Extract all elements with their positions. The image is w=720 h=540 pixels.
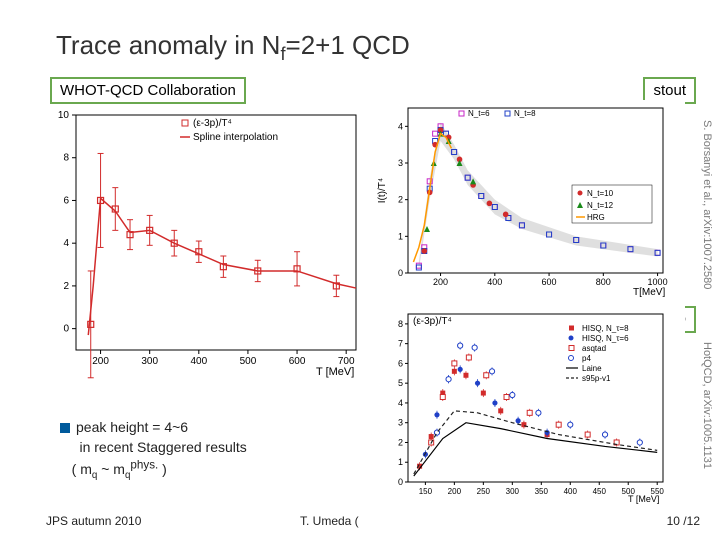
svg-text:8: 8 — [398, 319, 403, 329]
svg-text:Spline interpolation: Spline interpolation — [193, 132, 278, 143]
svg-text:Laine: Laine — [582, 364, 602, 373]
peak-line3: ( mq ~ mqphys. ) — [72, 461, 167, 477]
svg-text:200: 200 — [433, 277, 448, 287]
svg-text:2: 2 — [398, 437, 403, 447]
svg-text:5: 5 — [398, 378, 403, 388]
svg-text:N_t=8: N_t=8 — [514, 109, 536, 118]
svg-text:6: 6 — [63, 195, 69, 206]
svg-text:450: 450 — [593, 487, 607, 496]
svg-text:HISQ, N_τ=6: HISQ, N_τ=6 — [582, 334, 629, 343]
svg-text:4: 4 — [63, 238, 69, 249]
svg-text:1000: 1000 — [648, 277, 668, 287]
svg-text:1: 1 — [398, 231, 403, 241]
svg-text:3: 3 — [398, 158, 403, 168]
svg-text:N_t=10: N_t=10 — [587, 189, 614, 198]
svg-text:I(t)/T⁴: I(t)/T⁴ — [377, 178, 388, 203]
svg-text:350: 350 — [535, 487, 549, 496]
svg-text:4: 4 — [398, 121, 403, 131]
svg-text:2: 2 — [63, 281, 69, 292]
footer-left: JPS autumn 2010 — [46, 514, 141, 528]
svg-text:300: 300 — [141, 356, 158, 367]
svg-text:500: 500 — [240, 356, 257, 367]
svg-text:T[MeV]: T[MeV] — [633, 287, 665, 298]
page-title: Trace anomaly in Nf=2+1 QCD — [56, 30, 410, 65]
svg-text:600: 600 — [289, 356, 306, 367]
svg-text:s95p-v1: s95p-v1 — [582, 374, 611, 383]
svg-text:2: 2 — [398, 195, 403, 205]
svg-text:N_t=6: N_t=6 — [468, 109, 490, 118]
svg-text:300: 300 — [506, 487, 520, 496]
svg-text:HISQ, N_τ=8: HISQ, N_τ=8 — [582, 324, 629, 333]
svg-text:8: 8 — [63, 153, 69, 164]
svg-text:asqtad: asqtad — [582, 344, 606, 353]
svg-text:0: 0 — [398, 268, 403, 278]
svg-text:T [MeV]: T [MeV] — [316, 366, 354, 378]
svg-text:10: 10 — [58, 110, 70, 121]
svg-text:200: 200 — [448, 487, 462, 496]
svg-text:7: 7 — [398, 339, 403, 349]
svg-text:6: 6 — [398, 358, 403, 368]
citation-top: S. Borsanyi et al., arXiv:1007.2580 — [700, 120, 714, 289]
svg-text:1: 1 — [398, 457, 403, 467]
svg-text:T [MeV]: T [MeV] — [628, 494, 659, 504]
chart-left: 0246810200300400500600700T [MeV](ε-3p)/T… — [38, 105, 371, 385]
svg-text:0: 0 — [398, 477, 403, 487]
svg-text:400: 400 — [190, 356, 207, 367]
svg-text:800: 800 — [596, 277, 611, 287]
svg-text:200: 200 — [92, 356, 109, 367]
svg-text:600: 600 — [542, 277, 557, 287]
svg-text:3: 3 — [398, 418, 403, 428]
svg-text:400: 400 — [487, 277, 502, 287]
peak-line2: in recent Staggered results — [79, 439, 246, 455]
peak-note: peak height = 4~6 in recent Staggered re… — [60, 417, 247, 483]
svg-text:(ε-3p)/T⁴: (ε-3p)/T⁴ — [193, 118, 232, 129]
svg-text:4: 4 — [398, 398, 403, 408]
citation-bottom: HotQCD, arXiv:1005.1131 — [700, 342, 714, 469]
footer-center: T. Umeda ( — [300, 514, 359, 528]
chart-top-right: 0 1 2 3 4 200 400 600 800 1000T[MeV] I(t)/T⁴ N_t=6 N… — [373, 100, 685, 300]
svg-text:HRG: HRG — [587, 213, 605, 222]
chart-bottom-right: 012345678150200250300350400450500550T [M… — [373, 306, 685, 506]
svg-text:400: 400 — [564, 487, 578, 496]
svg-text:0: 0 — [63, 324, 69, 335]
svg-text:p4: p4 — [582, 354, 591, 363]
svg-text:N_t=12: N_t=12 — [587, 201, 614, 210]
svg-text:250: 250 — [477, 487, 491, 496]
peak-line1: peak height = 4~6 — [76, 419, 188, 435]
footer-right: 10 /12 — [667, 514, 700, 528]
bullet-icon — [60, 423, 70, 433]
svg-text:(ε-3p)/T⁴: (ε-3p)/T⁴ — [413, 316, 452, 327]
whot-label: WHOT-QCD Collaboration — [50, 77, 246, 104]
svg-text:150: 150 — [419, 487, 433, 496]
